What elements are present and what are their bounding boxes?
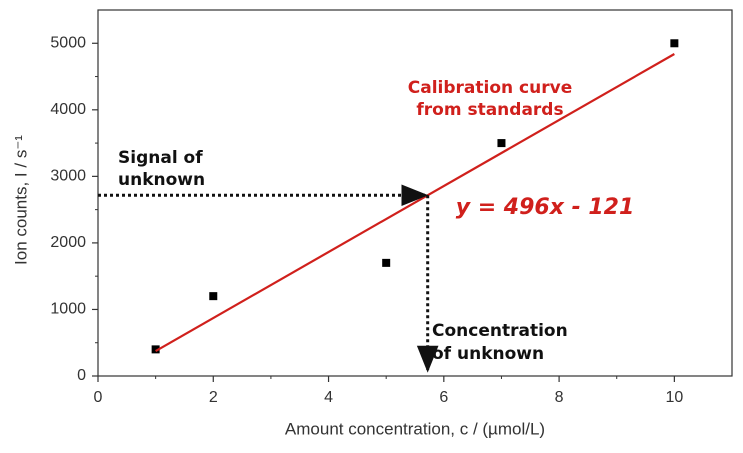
data-point	[497, 139, 506, 148]
x-tick-label: 4	[324, 389, 333, 406]
annotation: Signal of	[118, 148, 203, 168]
annotation: y = 496x - 121	[456, 195, 635, 220]
y-tick-label: 0	[77, 367, 86, 384]
plot-frame	[97, 9, 733, 377]
data-point	[670, 39, 679, 48]
x-tick-label: 0	[94, 389, 103, 406]
y-tick-label: 2000	[50, 234, 86, 251]
x-tick-label: 6	[439, 389, 448, 406]
x-tick-label: 8	[555, 389, 564, 406]
data-point	[151, 345, 160, 354]
y-tick-label: 4000	[50, 101, 86, 118]
x-axis-label: Amount concentration, c / (µmol/L)	[285, 419, 545, 438]
annotation: of unknown	[432, 344, 544, 364]
y-tick-label: 5000	[50, 34, 86, 51]
annotation: Calibration curve	[408, 78, 572, 98]
y-tick-label: 3000	[50, 168, 86, 185]
data-point	[209, 292, 218, 301]
x-tick-label: 2	[209, 389, 218, 406]
annotation: unknown	[118, 170, 205, 190]
data-point	[382, 258, 391, 267]
annotation: from standards	[416, 100, 563, 120]
x-tick-label: 10	[665, 389, 683, 406]
y-axis-label: Ion counts, I / s⁻¹	[11, 135, 30, 265]
y-tick-label: 1000	[50, 301, 86, 318]
annotation: Concentration	[432, 321, 568, 341]
